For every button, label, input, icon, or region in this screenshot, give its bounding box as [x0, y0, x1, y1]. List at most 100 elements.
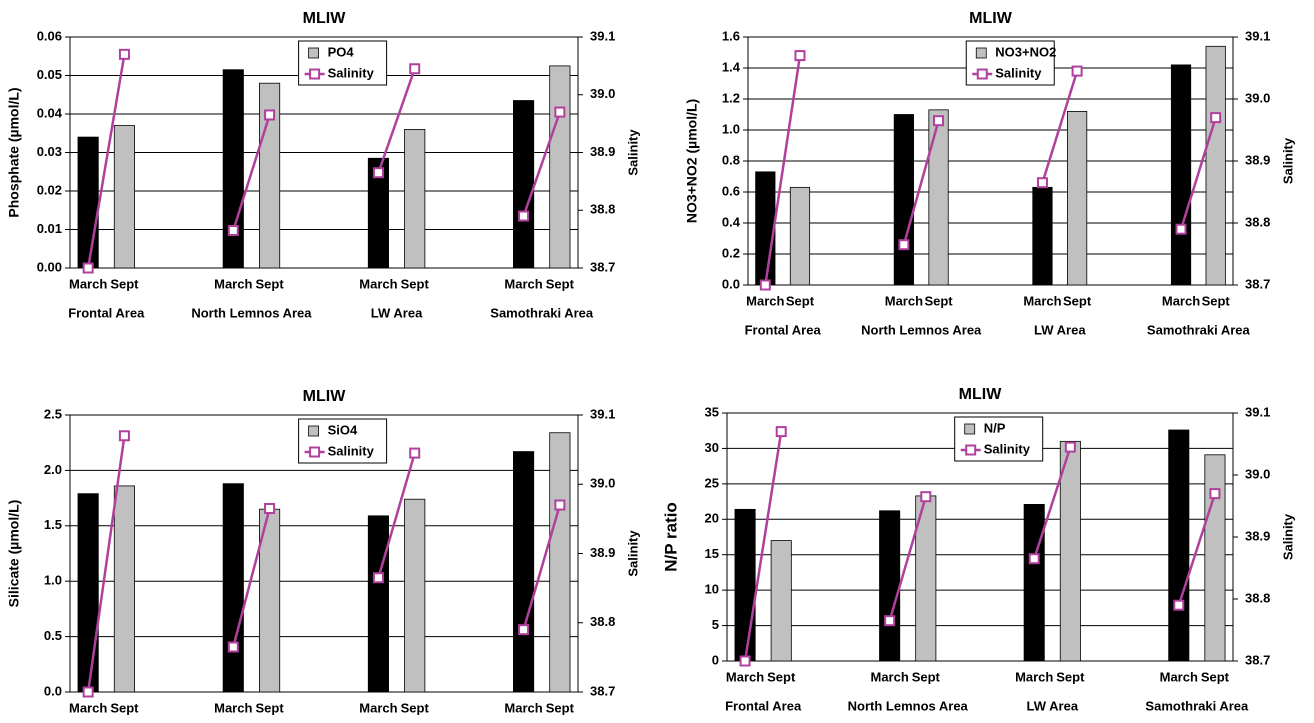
line-marker [1210, 112, 1222, 124]
y-tick-label: 2.0 [44, 462, 62, 477]
x-tick-label: March [69, 700, 107, 715]
group-label: North Lemnos Area [861, 322, 982, 337]
line-marker [554, 106, 566, 118]
group-label: LW Area [1034, 322, 1086, 337]
bar [1170, 64, 1192, 286]
y-tick-label: 0.8 [722, 152, 740, 167]
bar [549, 432, 571, 693]
x-tick-label: March [1162, 293, 1200, 308]
y-tick-label: 5 [712, 617, 719, 632]
bar [755, 171, 776, 286]
group-label: Frontal Area [745, 322, 822, 337]
chart-title: MLIW [959, 386, 1003, 403]
bar [928, 109, 949, 286]
y-tick-label: 0.01 [37, 221, 62, 236]
x-tick-label: Sept [912, 669, 941, 684]
line-marker [82, 686, 94, 698]
x-tick-label: March [214, 700, 252, 715]
legend-swatch [975, 47, 987, 59]
x-tick-label: Sept [255, 700, 284, 715]
y-axis-label: NO3+NO2 (µmol/L) [684, 99, 700, 223]
x-tick-label: March [359, 276, 397, 291]
y2-tick-label: 38.7 [1245, 276, 1270, 291]
y-tick-label: 20 [705, 511, 719, 526]
y2-tick-label: 39.1 [590, 28, 615, 43]
x-tick-label: Sept [924, 293, 953, 308]
line-marker [118, 430, 130, 442]
x-tick-label: March [726, 669, 764, 684]
bar [734, 508, 756, 662]
y2-tick-label: 38.8 [590, 202, 615, 217]
x-tick-label: Sept [546, 276, 575, 291]
x-tick-label: March [214, 276, 252, 291]
legend-marker [309, 446, 321, 458]
salinity-line [86, 435, 562, 693]
y2-tick-label: 38.9 [590, 545, 615, 560]
line-marker [1036, 177, 1048, 189]
y2-tick-label: 39.0 [1245, 466, 1270, 481]
y2-tick-label: 38.8 [1245, 214, 1270, 229]
bar [367, 515, 389, 693]
group-label: North Lemnos Area [848, 698, 969, 713]
y-tick-label: 1.0 [44, 573, 62, 588]
y2-tick-label: 39.0 [590, 86, 615, 101]
y2-axis-label: Salinity [1280, 513, 1295, 560]
legend-label: Salinity [995, 65, 1042, 80]
group-label: Samothraki Area [1145, 698, 1249, 713]
y-tick-label: 25 [705, 475, 719, 490]
y2-tick-label: 38.9 [1245, 152, 1270, 167]
legend-label: PO4 [328, 44, 355, 59]
y2-tick-label: 38.7 [1245, 652, 1270, 667]
line-marker [1071, 65, 1083, 77]
y-tick-label: 1.0 [722, 121, 740, 136]
group-label: Frontal Area [725, 698, 802, 713]
legend-swatch [964, 423, 976, 435]
bar [77, 136, 99, 269]
y2-tick-label: 38.7 [590, 259, 615, 274]
line-marker [759, 279, 771, 291]
line-marker [518, 210, 530, 222]
y-tick-label: 0.0 [722, 276, 740, 291]
line-marker [518, 624, 530, 636]
line-marker [1175, 223, 1187, 235]
x-tick-label: March [1160, 669, 1198, 684]
line-marker [409, 63, 421, 75]
bar [789, 186, 811, 286]
bar [879, 510, 901, 662]
y2-tick-label: 39.0 [590, 476, 615, 491]
bar [404, 128, 426, 269]
bar [1059, 440, 1081, 662]
x-tick-label: March [885, 293, 923, 308]
bar [77, 493, 99, 693]
line-marker [264, 109, 276, 121]
chart-title: MLIW [969, 10, 1013, 27]
line-marker [1173, 599, 1185, 611]
line-marker [227, 224, 239, 236]
y2-tick-label: 38.9 [590, 144, 615, 159]
bar [513, 100, 535, 269]
group-label: LW Area [1027, 698, 1079, 713]
group-label: Frontal Area [68, 305, 145, 320]
x-tick-label: March [746, 293, 784, 308]
group-label: LW Area [371, 305, 423, 320]
group-label: Samothraki Area [1147, 322, 1251, 337]
y-tick-label: 0.03 [37, 144, 62, 159]
y-tick-label: 1.5 [44, 517, 62, 532]
y-tick-label: 0.6 [722, 183, 740, 198]
x-tick-label: March [504, 700, 542, 715]
legend-label: NO3+NO2 [995, 44, 1056, 59]
chart-title: MLIW [303, 388, 347, 405]
y2-tick-label: 39.1 [590, 406, 615, 421]
x-tick-label: March [359, 700, 397, 715]
line-marker [372, 167, 384, 179]
y-tick-label: 10 [705, 582, 719, 597]
line-marker [884, 615, 896, 627]
x-tick-label: Sept [1056, 669, 1085, 684]
salinity-line [764, 55, 1217, 286]
y-tick-label: 30 [705, 440, 719, 455]
legend-marker [309, 68, 321, 80]
x-tick-label: March [504, 276, 542, 291]
legend-label: Salinity [328, 65, 375, 80]
x-tick-label: Sept [110, 276, 139, 291]
